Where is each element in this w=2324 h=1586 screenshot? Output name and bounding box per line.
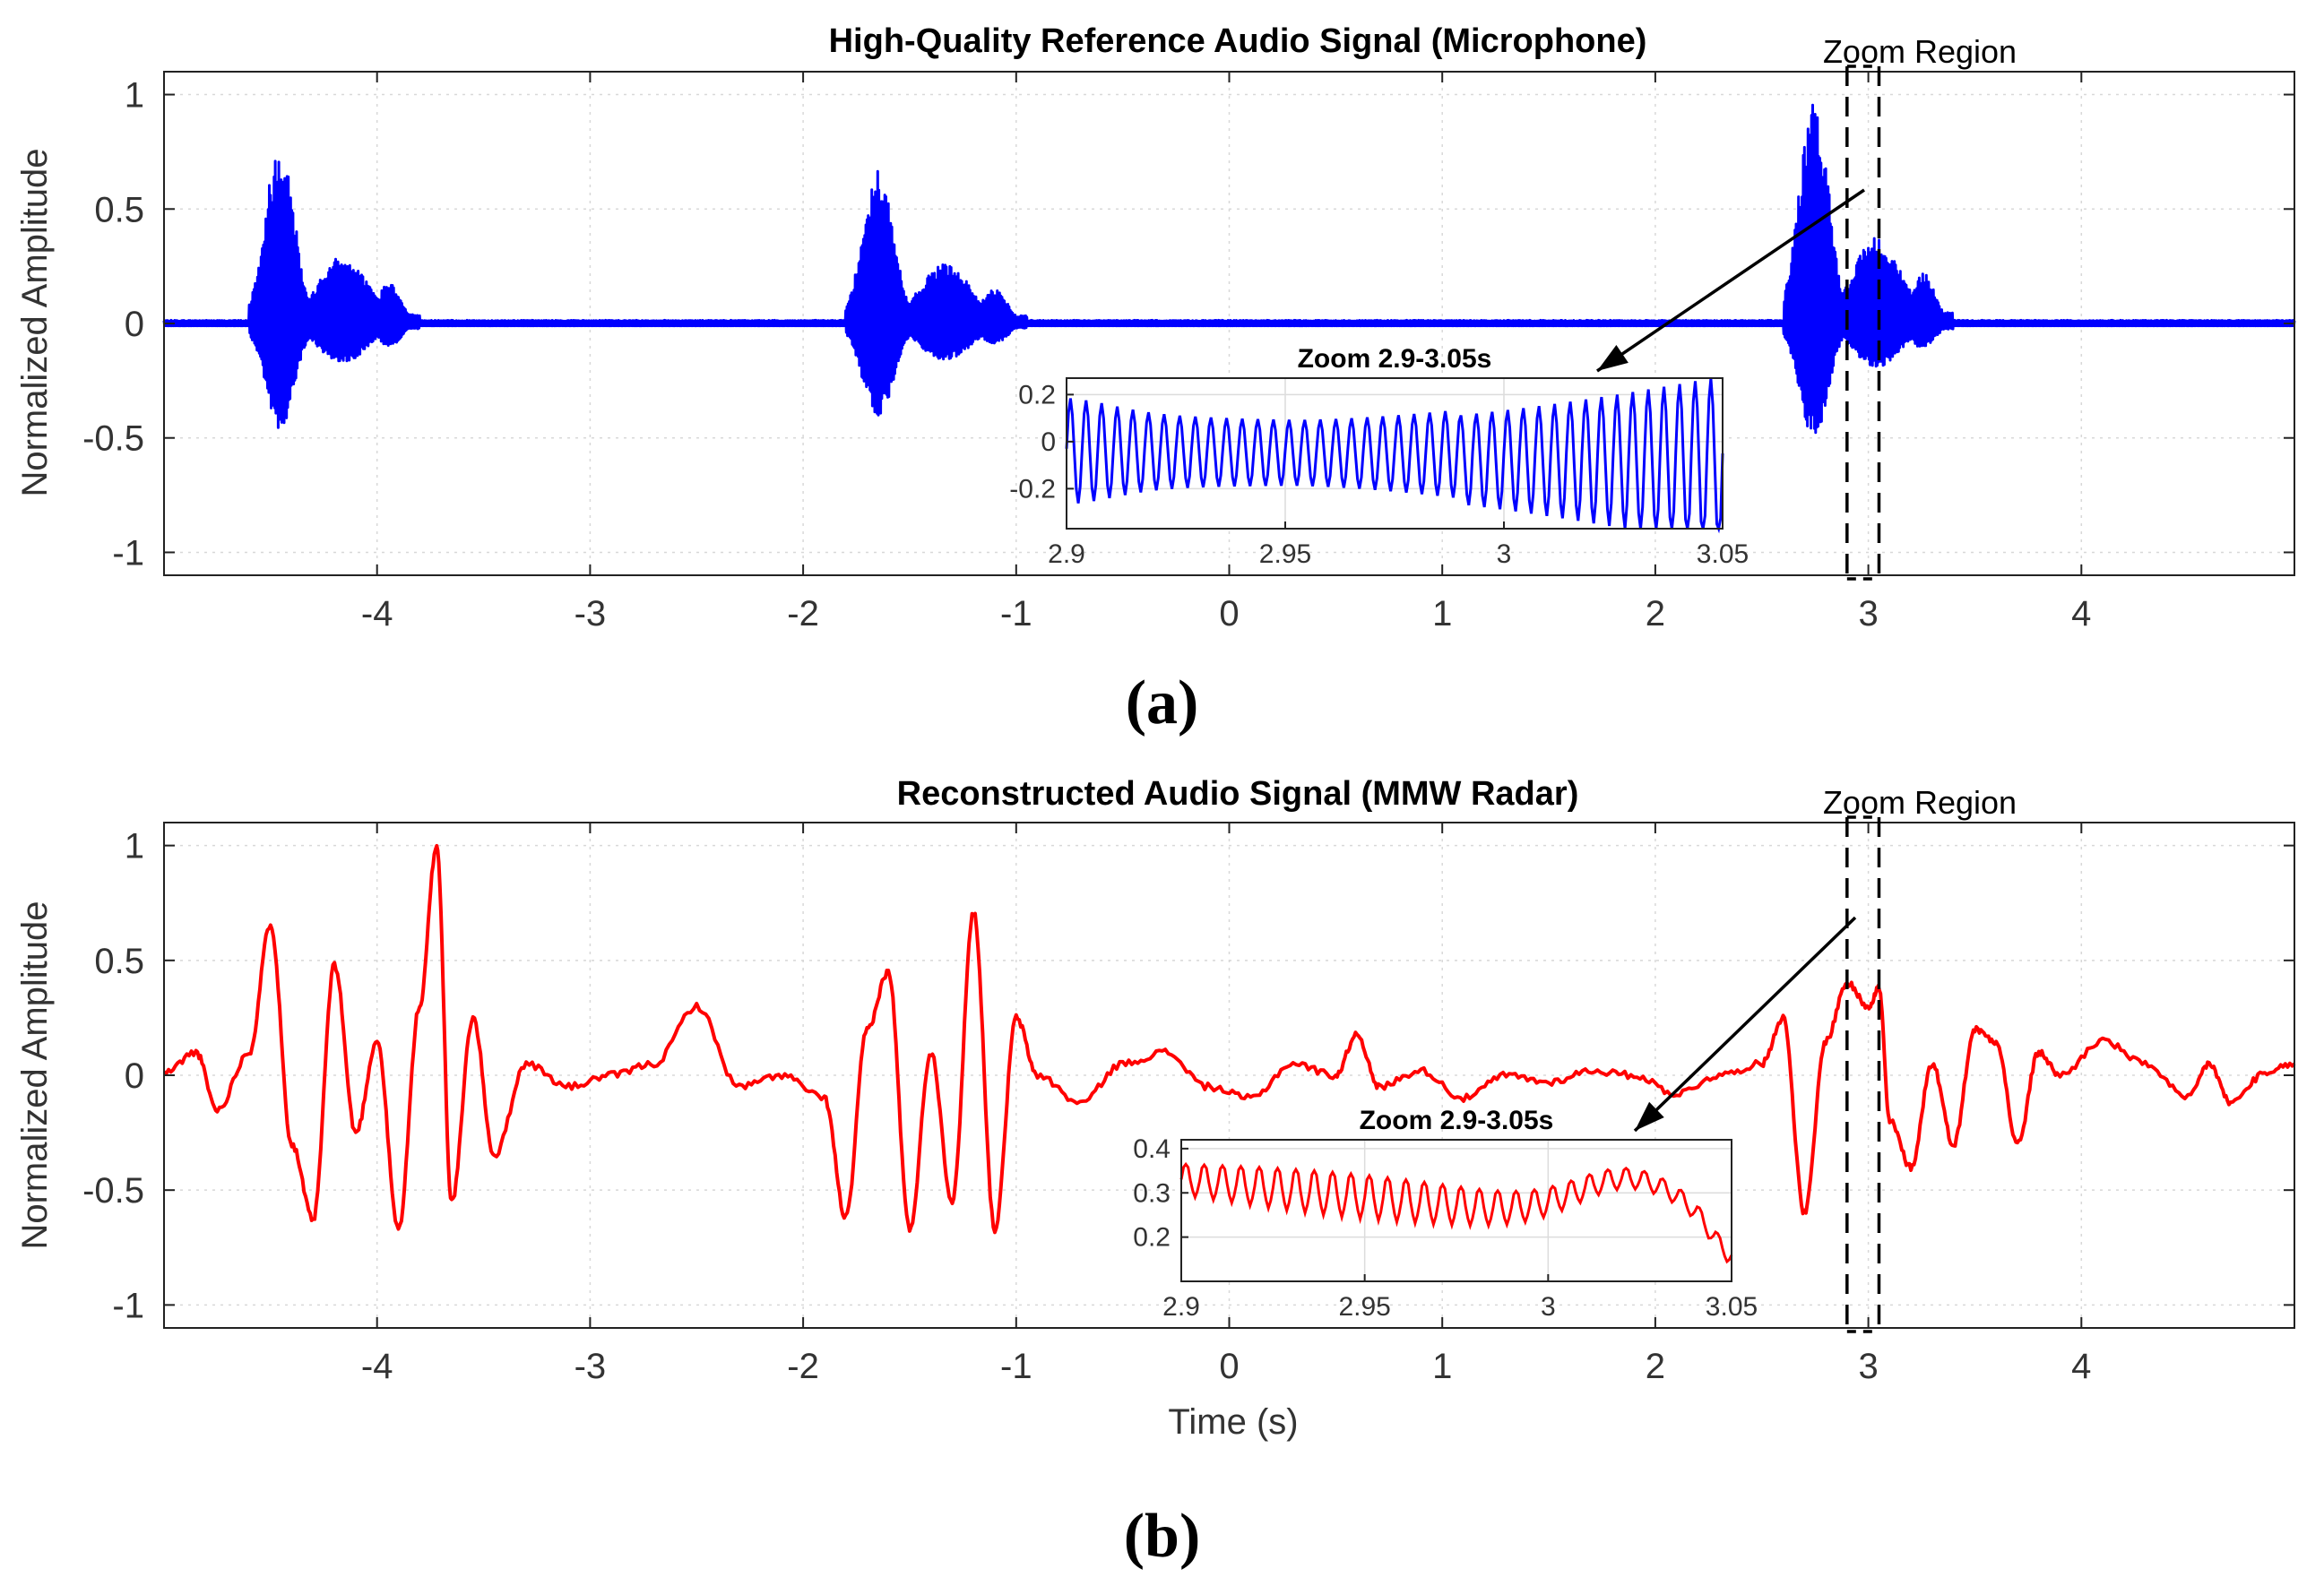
panel-b-x-tick-label: -1 — [1000, 1347, 1032, 1386]
panel-b-y-tick-label: 1 — [125, 827, 144, 866]
panel-a-inset-x-tick-label: 3 — [1497, 539, 1512, 569]
panel-b-inset-y-tick-label: 0.4 — [1133, 1134, 1171, 1164]
panel-b-inset-signal-line — [1179, 1161, 1733, 1264]
panel-a-inset-title: Zoom 2.9-3.05s — [1298, 344, 1492, 374]
panel-a-x-tick-label: 4 — [2071, 594, 2091, 634]
panel-a-y-tick-label: -0.5 — [82, 419, 144, 459]
panel-b-x-tick-label: -2 — [787, 1347, 819, 1386]
panel-b-inset-x-tick-label: 2.9 — [1162, 1292, 1200, 1322]
panel-a-title: High-Quality Reference Audio Signal (Mic… — [829, 22, 1647, 60]
panel-a-caption: (a) — [1125, 668, 1199, 737]
panel-b-x-label: Time (s) — [1168, 1402, 1298, 1442]
panel-b-x-tick-label: 0 — [1219, 1347, 1239, 1386]
panel-a-inset-y-tick-label: 0 — [1041, 427, 1056, 457]
panel-b-y-tick-label: 0.5 — [94, 942, 144, 981]
panel-b-title: Reconstructed Audio Signal (MMW Radar) — [897, 775, 1579, 813]
panel-b-inset-y-tick-label: 0.2 — [1133, 1223, 1171, 1253]
panel-a-inset-y-tick-label: 0.2 — [1018, 380, 1056, 409]
panel-a-zoom-region-label: Zoom Region — [1823, 33, 2017, 70]
panel-a-x-tick-label: -1 — [1000, 594, 1032, 634]
panel-b-zoom-arrow — [1633, 916, 1857, 1133]
panel-b-y-tick-label: -1 — [112, 1286, 144, 1325]
panel-a-x-tick-label: 0 — [1219, 594, 1239, 634]
panel-a-inset-x-tick-label: 2.9 — [1048, 539, 1085, 569]
panel-a-y-tick-label: 1 — [125, 76, 144, 116]
panel-b-x-tick-label: 1 — [1432, 1347, 1452, 1386]
panel-a-x-tick-label: 1 — [1432, 594, 1452, 634]
panel-b-inset-title: Zoom 2.9-3.05s — [1360, 1106, 1554, 1135]
panel-b-chart: Reconstructed Audio Signal (MMW Radar) N… — [15, 775, 2296, 1442]
panel-b-y-label: Normalized Amplitude — [15, 901, 55, 1249]
panel-b-inset-box — [1180, 1139, 1732, 1282]
panel-a-y-label: Normalized Amplitude — [15, 148, 55, 496]
panel-a-inset-x-tick-label: 2.95 — [1259, 539, 1311, 569]
panel-b-inset-x-tick-label: 3.05 — [1706, 1292, 1758, 1322]
panel-b-inset-x-tick-label: 2.95 — [1338, 1292, 1390, 1322]
panel-b-x-tick-label: 3 — [1858, 1347, 1878, 1386]
panel-b-zoom-arrow-head — [1635, 1101, 1664, 1131]
panel-b-inset-y-tick-label: 0.3 — [1133, 1178, 1171, 1208]
panel-a-zoom-arrow — [1596, 188, 1865, 373]
panel-b-zoom-region-label: Zoom Region — [1823, 784, 2017, 821]
panel-a-chart: High-Quality Reference Audio Signal (Mic… — [15, 22, 2296, 634]
panel-b-y-tick-label: -0.5 — [82, 1171, 144, 1211]
panel-b-x-tick-label: 4 — [2071, 1347, 2091, 1386]
panel-b-x-tick-label: 2 — [1646, 1347, 1665, 1386]
panel-a-y-tick-label: 0.5 — [94, 190, 144, 229]
panel-a-x-tick-label: -3 — [575, 594, 607, 634]
panel-b-inset-x-tick-label: 3 — [1541, 1292, 1556, 1322]
panel-b-y-tick-label: 0 — [125, 1056, 144, 1096]
panel-b-x-tick-label: -3 — [575, 1347, 607, 1386]
panel-a-inset-box — [1066, 377, 1724, 530]
panel-b-signal-line — [162, 843, 2296, 1235]
panel-a-x-tick-label: 2 — [1646, 594, 1665, 634]
panel-a-inset-y-tick-label: -0.2 — [1009, 474, 1056, 504]
panel-a-y-tick-label: -1 — [112, 533, 144, 573]
panel-a-x-tick-label: 3 — [1858, 594, 1878, 634]
panel-a-zoom-arrow-head — [1597, 344, 1629, 371]
panel-a-signal-line — [162, 103, 2296, 435]
panel-a-x-tick-label: -2 — [787, 594, 819, 634]
panel-a-y-tick-label: 0 — [125, 305, 144, 344]
panel-a-inset-signal-line — [1065, 378, 1724, 534]
panel-a-x-tick-label: -4 — [361, 594, 393, 634]
panel-a-inset-x-tick-label: 3.05 — [1697, 539, 1749, 569]
panel-b-x-tick-label: -4 — [361, 1347, 393, 1386]
panel-b-caption: (b) — [1123, 1502, 1201, 1571]
